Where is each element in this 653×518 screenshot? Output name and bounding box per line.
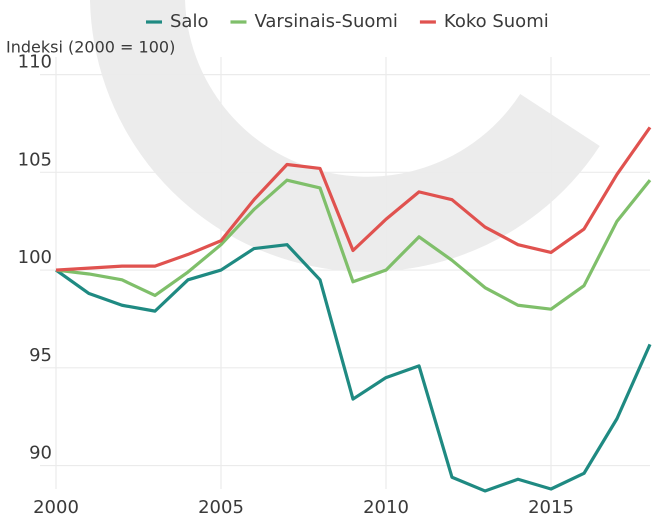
y-tick-label: 105 [18,149,52,170]
x-tick-label: 2010 [363,497,409,518]
chart: Indeksi (2000 = 100) 9095100105110200020… [0,0,653,518]
legend-label: Koko Suomi [444,11,549,32]
y-tick-label: 95 [29,345,52,366]
x-tick-label: 2005 [198,497,244,518]
legend-label: Varsinais-Suomi [254,11,397,32]
legend-label: Salo [170,11,208,32]
x-tick-label: 2015 [528,497,574,518]
y-tick-label: 90 [29,443,52,464]
x-tick-label: 2000 [33,497,79,518]
y-tick-label: 100 [18,247,52,268]
watermark [137,0,560,224]
y-tick-label: 110 [18,52,52,73]
